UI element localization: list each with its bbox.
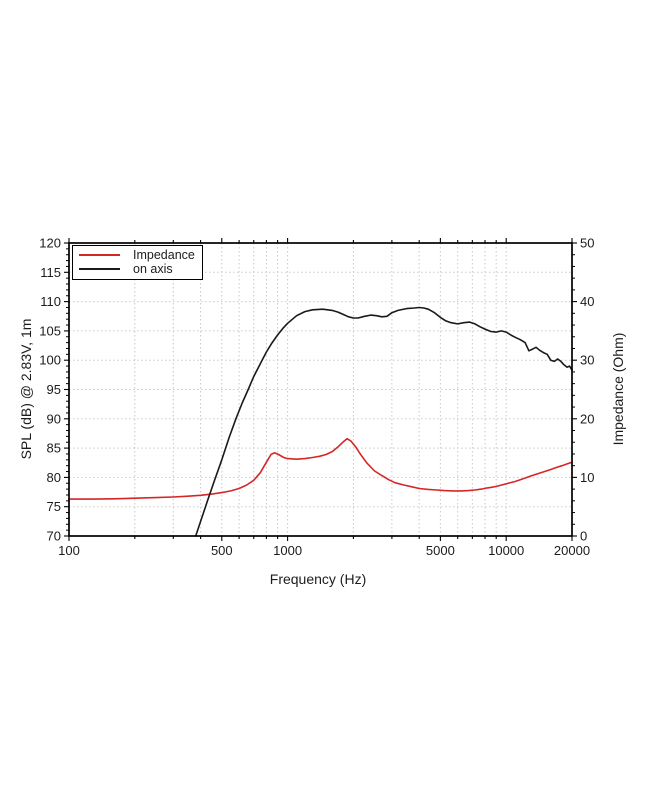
right-axis-title: Impedance (Ohm) (610, 332, 626, 446)
y-left-tick-label: 80 (47, 470, 61, 485)
y-right-tick-label: 40 (580, 294, 594, 309)
legend: Impedance on axis (72, 245, 203, 280)
x-tick-label: 100 (58, 543, 80, 558)
left-axis-title: SPL (dB) @ 2.83V, 1m (18, 318, 34, 460)
y-left-tick-label: 90 (47, 411, 61, 426)
legend-label-impedance: Impedance (133, 248, 195, 262)
on-axis-line-swatch (79, 268, 120, 270)
y-left-tick-label: 70 (47, 529, 61, 544)
y-left-tick-label: 105 (39, 323, 61, 338)
on-axis-curve (194, 306, 573, 537)
y-left-tick-label: 115 (40, 265, 61, 280)
y-right-tick-label: 20 (580, 411, 594, 426)
x-tick-label: 1000 (273, 543, 302, 558)
impedance-curve (68, 437, 573, 500)
y-left-tick-label: 120 (39, 236, 61, 251)
y-left-tick-label: 95 (47, 382, 61, 397)
y-right-tick-label: 10 (580, 470, 594, 485)
y-right-tick-label: 0 (580, 529, 587, 544)
y-left-tick-label: 100 (39, 353, 61, 368)
legend-item-impedance: Impedance (73, 248, 202, 262)
x-tick-label: 5000 (426, 543, 455, 558)
legend-item-on-axis: on axis (73, 262, 202, 276)
x-tick-label: 20000 (554, 543, 590, 558)
x-axis-title: Frequency (Hz) (269, 571, 367, 587)
y-left-tick-label: 75 (47, 499, 61, 514)
legend-label-on-axis: on axis (133, 262, 173, 276)
y-left-tick-label: 85 (47, 441, 61, 456)
x-tick-label: 10000 (488, 543, 524, 558)
x-tick-label: 500 (211, 543, 233, 558)
impedance-line-swatch (79, 254, 120, 256)
y-right-tick-label: 30 (580, 353, 594, 368)
y-left-tick-label: 110 (40, 294, 61, 309)
y-right-tick-label: 50 (580, 236, 594, 251)
